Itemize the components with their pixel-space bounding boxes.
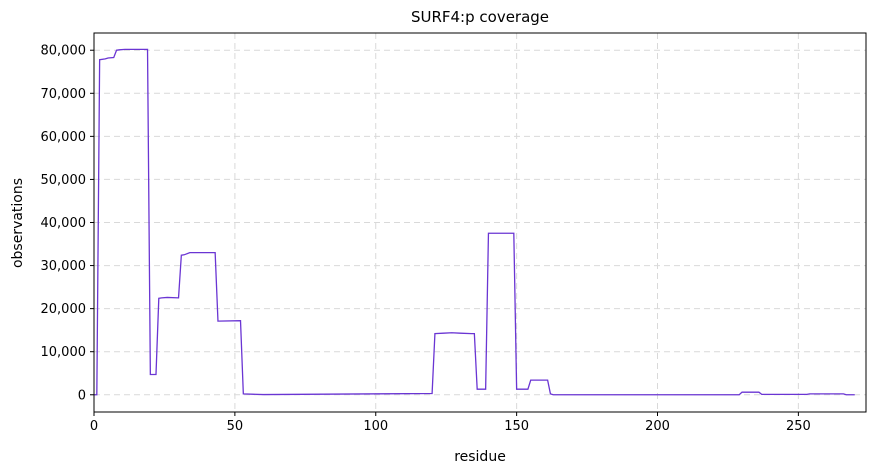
y-tick-label: 70,000	[41, 87, 87, 102]
grid-lines	[93, 33, 866, 412]
x-tick-label: 150	[504, 419, 529, 434]
y-tick-label: 30,000	[41, 259, 87, 274]
y-tick-label: 40,000	[41, 216, 87, 231]
x-tick-label: 100	[363, 419, 388, 434]
x-tick-label: 200	[645, 419, 670, 434]
x-tick-label: 50	[227, 419, 244, 434]
series-line	[94, 48, 855, 396]
y-axis-label: observations	[10, 178, 26, 268]
y-tick-label: 10,000	[41, 345, 87, 360]
x-tick-label: 0	[90, 419, 98, 434]
y-tick-label: 50,000	[41, 173, 87, 188]
y-axis: 0 10,000 20,000 30,000 40,000 50,000 60,000 70,…	[41, 44, 94, 403]
x-axis: 0 50 100 150 200 250	[90, 412, 811, 434]
y-tick-label: 20,000	[41, 302, 87, 317]
x-tick-label: 250	[786, 419, 811, 434]
y-tick-label: 60,000	[41, 130, 87, 145]
chart-title: SURF4:p coverage	[411, 8, 549, 26]
y-tick-label: 80,000	[41, 44, 87, 59]
x-axis-label: residue	[454, 449, 506, 465]
y-tick-label: 0	[78, 388, 86, 403]
